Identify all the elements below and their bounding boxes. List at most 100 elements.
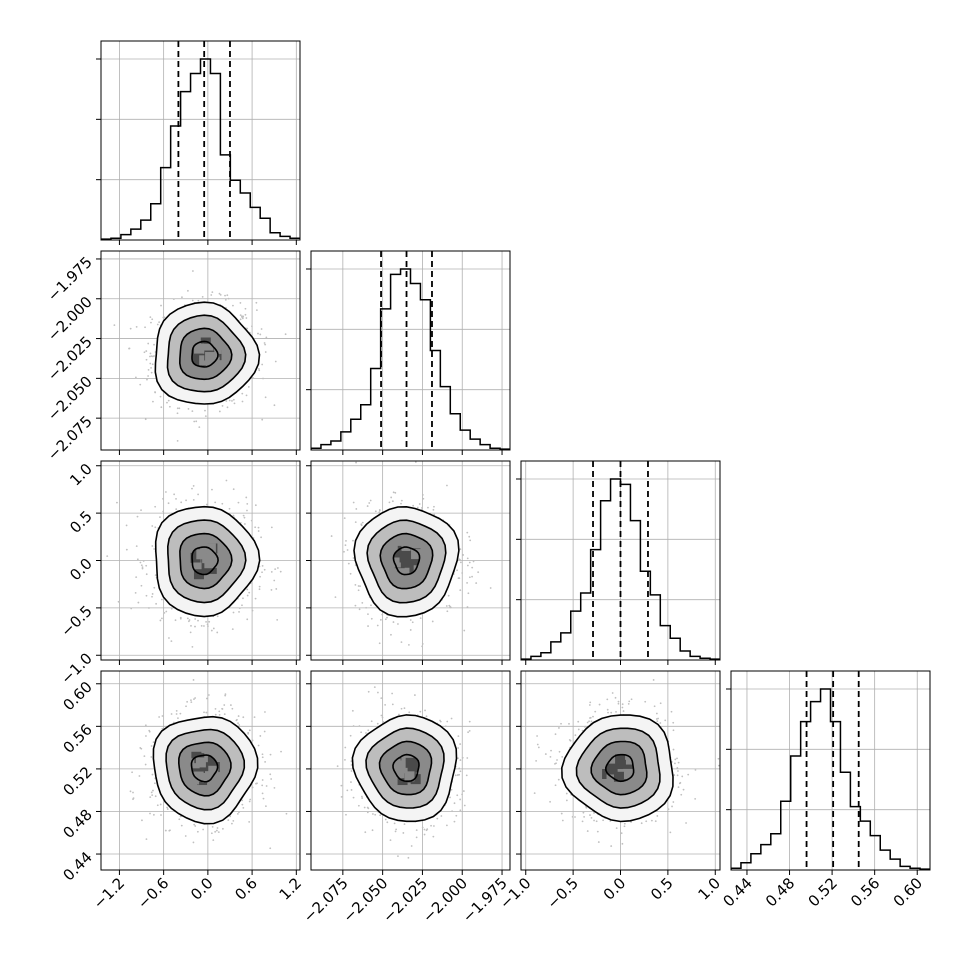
scatter-point: [237, 501, 240, 504]
scatter-point: [381, 613, 384, 616]
scatter-point: [162, 497, 164, 500]
scatter-point: [229, 815, 232, 818]
scatter-point: [153, 355, 155, 357]
scatter-point: [252, 377, 254, 379]
scatter-point: [265, 805, 267, 808]
contour-line-2: [379, 532, 434, 590]
scatter-point: [449, 796, 451, 799]
scatter-point: [344, 746, 347, 749]
scatter-point: [210, 294, 213, 296]
scatter-point: [136, 515, 139, 518]
scatter-point: [132, 791, 134, 794]
density-cell: [209, 557, 220, 568]
scatter-point: [378, 642, 381, 645]
density-cell: [401, 550, 412, 561]
scatter-point: [459, 589, 462, 592]
scatter-point: [251, 739, 254, 742]
scatter-point: [461, 793, 464, 796]
scatter-point: [259, 735, 262, 737]
scatter-point: [468, 729, 471, 732]
scatter-point: [367, 690, 370, 693]
scatter-point: [453, 802, 456, 805]
scatter-point: [176, 412, 179, 415]
scatter-point: [261, 784, 264, 787]
scatter-point: [167, 399, 170, 402]
scatter-point: [148, 729, 151, 732]
scatter-point: [471, 575, 473, 578]
scatter-point: [645, 820, 648, 823]
scatter-point: [187, 289, 189, 292]
scatter-point: [232, 819, 235, 822]
contour-line-0: [353, 505, 460, 618]
scatter-point: [393, 822, 396, 825]
scatter-point: [257, 530, 260, 532]
scatter-point: [349, 572, 352, 575]
scatter-point: [141, 819, 143, 822]
scatter-point: [224, 693, 227, 696]
scatter-point: [168, 829, 171, 832]
scatter-point: [172, 298, 175, 301]
scatter-point: [400, 707, 403, 710]
scatter-point: [347, 562, 350, 565]
scatter-point: [190, 701, 193, 704]
scatter-point: [419, 710, 422, 713]
scatter-point: [245, 394, 248, 397]
scatter-point: [254, 597, 257, 600]
scatter-point: [264, 396, 267, 399]
scatter-point: [206, 623, 209, 626]
scatter-point: [380, 714, 383, 717]
scatter-point: [175, 508, 178, 511]
scatter-point: [273, 579, 276, 582]
scatter-point: [135, 576, 138, 578]
contour-line-2: [177, 741, 232, 797]
scatter-point: [418, 503, 421, 505]
scatter-point: [140, 564, 143, 567]
scatter-point: [113, 324, 116, 326]
scatter-point: [459, 770, 462, 773]
scatter-point: [379, 814, 382, 817]
scatter-point: [421, 506, 423, 509]
scatter-point: [205, 711, 208, 714]
scatter-point: [132, 798, 134, 801]
scatter-point: [236, 718, 238, 721]
scatter-point: [149, 355, 151, 358]
scatter-point: [384, 818, 387, 821]
scatter-point: [205, 697, 208, 700]
scatter-point: [432, 508, 435, 511]
scatter-point: [218, 713, 221, 716]
scatter-point: [197, 619, 199, 622]
scatter-point: [354, 583, 357, 586]
scatter-point: [170, 607, 173, 610]
scatter-point: [228, 399, 231, 402]
scatter-point: [149, 316, 152, 319]
scatter-point: [466, 557, 469, 560]
scatter-point: [202, 828, 205, 831]
scatter-point: [248, 729, 251, 732]
scatter-point: [254, 504, 257, 507]
scatter-point: [125, 524, 128, 527]
scatter-point: [436, 817, 439, 820]
scatter-point: [391, 703, 394, 706]
scatter-point: [351, 709, 354, 712]
contour-line-0: [152, 715, 259, 825]
scatter-point: [162, 316, 165, 319]
scatter-point: [263, 568, 266, 571]
panel-content: [521, 461, 720, 660]
contour-line-3: [191, 546, 219, 576]
scatter-point: [389, 839, 392, 842]
scatter-point: [237, 722, 239, 725]
scatter-point: [194, 697, 197, 699]
scatter-point: [174, 619, 177, 622]
scatter-point: [239, 302, 242, 304]
scatter-point: [280, 750, 282, 753]
scatter-point: [593, 819, 595, 822]
scatter-point: [415, 829, 418, 832]
scatter-point: [156, 323, 159, 326]
scatter-point: [261, 571, 263, 574]
scatter-point: [269, 773, 272, 776]
scatter-point: [249, 798, 252, 801]
scatter-point: [193, 823, 196, 826]
scatter-panel-3-0: [96, 670, 301, 875]
scatter-point: [270, 778, 273, 780]
